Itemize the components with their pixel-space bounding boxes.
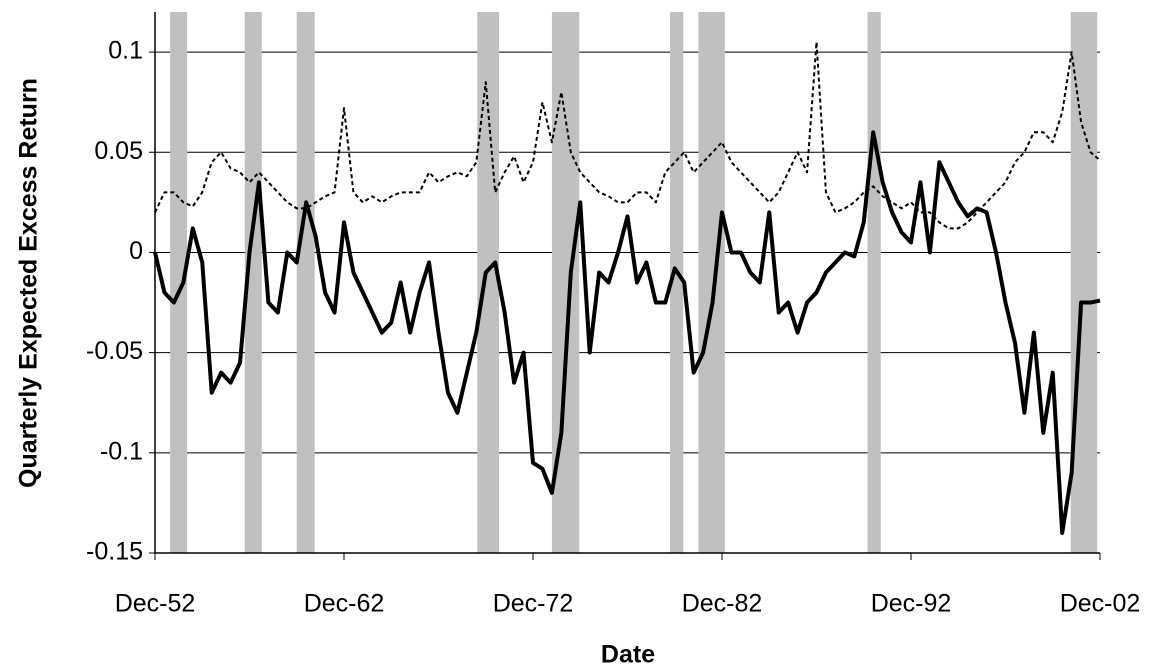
x-tick-label: Dec-02 — [1060, 590, 1141, 618]
shaded-period — [698, 12, 725, 553]
solid-line — [153, 130, 1101, 535]
shaded-period — [296, 12, 315, 553]
shaded-period — [170, 12, 188, 553]
x-axis-title: Date — [601, 641, 655, 669]
shaded-period — [1070, 12, 1098, 553]
shaded-period — [867, 12, 881, 553]
y-axis-title: Quarterly Expected Excess Return — [15, 78, 43, 488]
y-tick-label: -0.1 — [100, 437, 143, 465]
x-tick-label: Dec-72 — [493, 590, 574, 618]
shaded-period — [244, 12, 262, 553]
x-tick-label: Dec-82 — [682, 590, 763, 618]
shaded-period — [477, 12, 499, 553]
y-tick-label: -0.05 — [86, 337, 143, 365]
y-tick-label: 0.05 — [94, 137, 143, 165]
y-tick-label: -0.15 — [86, 538, 143, 566]
y-tick-label: 0 — [129, 237, 143, 265]
shaded-period — [670, 12, 684, 553]
x-tick-label: Dec-62 — [304, 590, 385, 618]
y-tick-label: 0.1 — [108, 37, 143, 65]
x-tick-label: Dec-92 — [871, 590, 952, 618]
x-tick-label: Dec-52 — [115, 590, 196, 618]
